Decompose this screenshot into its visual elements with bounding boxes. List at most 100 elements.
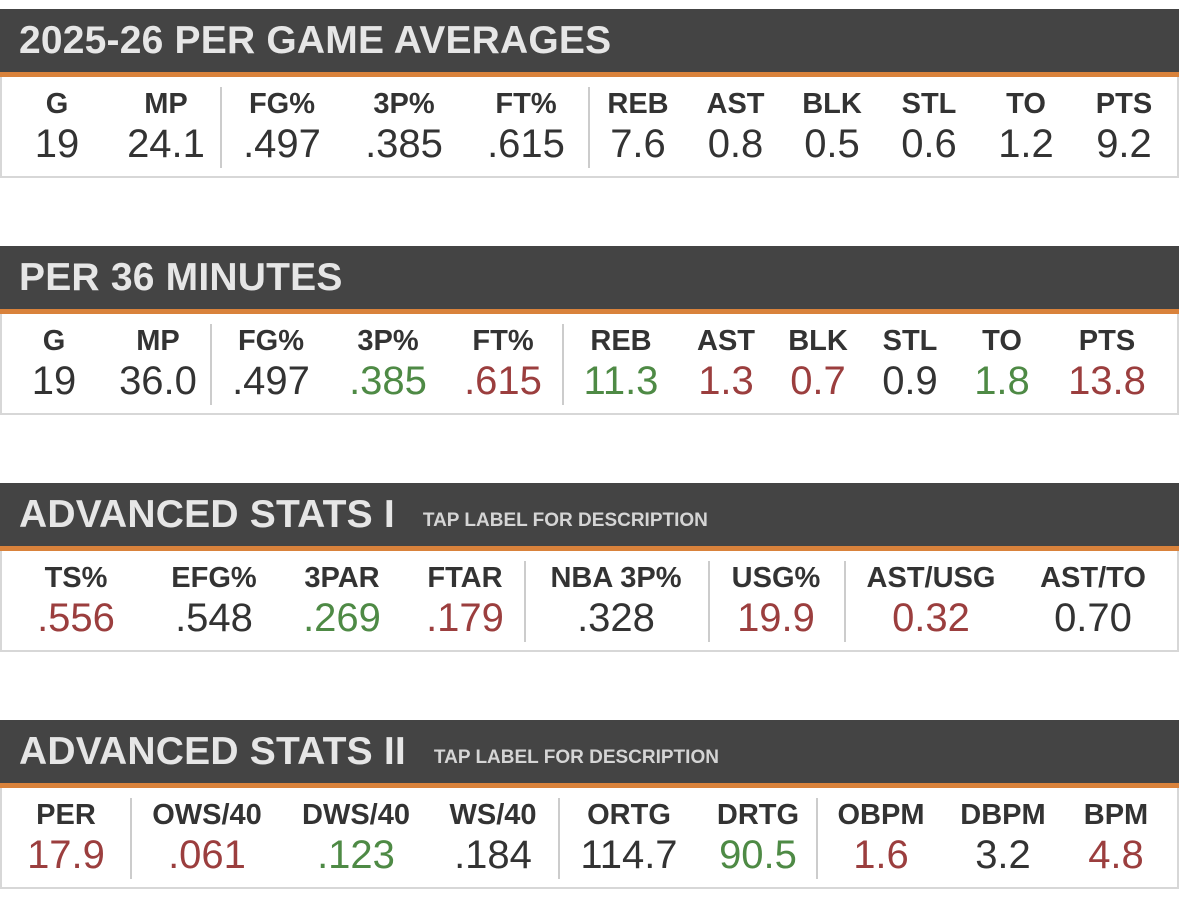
stat-group-games: G 19 MP 36.0 [2, 314, 210, 413]
stat-label[interactable]: STL [882, 324, 938, 357]
stat-label[interactable]: AST [706, 87, 765, 120]
stat-label[interactable]: ORTG [587, 798, 671, 831]
stat-value: .497 [243, 121, 321, 166]
stat-label[interactable]: 3PAR [304, 561, 380, 594]
stat-label[interactable]: PER [36, 798, 96, 831]
stat-cell-reb: REB 7.6 [588, 77, 688, 176]
stat-group-win-shares: OWS/40 .061 DWS/40 .123 WS/40 .184 [130, 788, 558, 887]
stat-label[interactable]: EFG% [171, 561, 257, 594]
stat-cell-fg-pct: FG% .497 [210, 314, 332, 413]
stat-cell-drtg: DRTG 90.5 [700, 788, 816, 887]
stat-label[interactable]: BLK [802, 87, 862, 120]
stat-value: .385 [365, 121, 443, 166]
section-advanced-2: ADVANCED STATS II TAP LABEL FOR DESCRIPT… [0, 720, 1179, 889]
stat-label[interactable]: FT% [495, 87, 557, 120]
stat-group-playmaking: AST/USG 0.32 AST/TO 0.70 [844, 551, 1168, 650]
stat-label[interactable]: 3P% [357, 324, 419, 357]
stat-label[interactable]: 3P% [373, 87, 435, 120]
stat-label[interactable]: BLK [788, 324, 848, 357]
stat-value: 1.2 [998, 121, 1054, 166]
stat-value: 24.1 [127, 121, 205, 166]
section-title: PER 36 MINUTES [19, 255, 343, 299]
stat-cell-per: PER 17.9 [2, 788, 130, 887]
stat-value: .548 [175, 595, 253, 640]
section-header: PER 36 MINUTES [0, 246, 1179, 314]
stat-label[interactable]: FG% [237, 324, 305, 357]
stat-value: 1.8 [974, 358, 1030, 403]
stat-label[interactable]: DBPM [960, 798, 1046, 831]
stat-value: 114.7 [580, 832, 678, 877]
stat-cell-dbpm: DBPM 3.2 [946, 788, 1060, 887]
stat-cell-usg-pct: USG% 19.9 [708, 551, 844, 650]
stat-cell-stl: STL 0.9 [864, 314, 956, 413]
stats-panel: G 19 MP 36.0 FG% .497 3P% .385 FT% .615 [0, 314, 1179, 415]
stat-group-shooting: FG% .497 3P% .385 FT% .615 [220, 77, 588, 176]
stat-label[interactable]: MP [144, 87, 188, 120]
stats-panel: TS% .556 EFG% .548 3PAR .269 FTAR .179 N… [0, 551, 1179, 652]
stat-cell-g: G 19 [2, 314, 106, 413]
stat-value: 17.9 [27, 832, 105, 877]
stat-group-counting: REB 7.6 AST 0.8 BLK 0.5 STL 0.6 TO 1.2 P… [588, 77, 1173, 176]
stat-cell-stl: STL 0.6 [881, 77, 977, 176]
stat-label[interactable]: REB [590, 324, 652, 357]
stat-label[interactable]: MP [136, 324, 180, 357]
stat-cell-ast-usg: AST/USG 0.32 [844, 551, 1018, 650]
stat-group-shooting: FG% .497 3P% .385 FT% .615 [210, 314, 562, 413]
section-per-game: 2025-26 PER GAME AVERAGES G 19 MP 24.1 F… [0, 9, 1179, 178]
stat-value: 0.70 [1054, 595, 1132, 640]
stat-label[interactable]: FT% [472, 324, 534, 357]
stat-value: 4.8 [1088, 832, 1144, 877]
stat-label[interactable]: OWS/40 [152, 798, 262, 831]
stat-label[interactable]: AST/USG [866, 561, 996, 594]
stat-group-per: PER 17.9 [2, 788, 130, 887]
stat-label[interactable]: PTS [1095, 87, 1153, 120]
stat-label[interactable]: AST [697, 324, 755, 357]
stat-label[interactable]: BPM [1083, 798, 1149, 831]
stat-cell-bpm: BPM 4.8 [1060, 788, 1172, 887]
section-subtitle: TAP LABEL FOR DESCRIPTION [422, 509, 708, 531]
stats-panel: PER 17.9 OWS/40 .061 DWS/40 .123 WS/40 .… [0, 788, 1179, 889]
stat-value: 11.3 [583, 358, 659, 403]
stat-value: .615 [487, 121, 565, 166]
stat-label[interactable]: AST/TO [1040, 561, 1146, 594]
stat-label[interactable]: STL [901, 87, 957, 120]
stat-label[interactable]: G [42, 324, 66, 357]
section-title: ADVANCED STATS II [19, 729, 406, 773]
stat-value: 3.2 [975, 832, 1031, 877]
stat-label[interactable]: FG% [248, 87, 316, 120]
stat-label[interactable]: FTAR [427, 561, 503, 594]
stat-value: 0.6 [901, 121, 957, 166]
stat-label[interactable]: USG% [731, 561, 821, 594]
stat-cell-reb: REB 11.3 [562, 314, 680, 413]
stat-label[interactable]: TO [982, 324, 1022, 357]
stat-label[interactable]: G [45, 87, 69, 120]
stat-value: .497 [232, 358, 310, 403]
stat-cell-efg-pct: EFG% .548 [150, 551, 278, 650]
stat-label[interactable]: OBPM [837, 798, 925, 831]
stat-value: 0.5 [804, 121, 860, 166]
stat-label[interactable]: WS/40 [449, 798, 537, 831]
stat-value: .269 [303, 595, 381, 640]
section-per-36: PER 36 MINUTES G 19 MP 36.0 FG% .497 3P%… [0, 246, 1179, 415]
stat-label[interactable]: PTS [1078, 324, 1136, 357]
stat-cell-pts: PTS 9.2 [1075, 77, 1173, 176]
stat-cell-to: TO 1.8 [956, 314, 1048, 413]
stat-cell-pts: PTS 13.8 [1048, 314, 1166, 413]
stat-label[interactable]: REB [607, 87, 669, 120]
stat-value: .179 [426, 595, 504, 640]
stat-value: 0.7 [790, 358, 846, 403]
stat-value: .385 [349, 358, 427, 403]
stat-label[interactable]: TS% [44, 561, 108, 594]
stat-cell-ows-40: OWS/40 .061 [130, 788, 284, 887]
stat-group-box-plus-minus: OBPM 1.6 DBPM 3.2 BPM 4.8 [816, 788, 1172, 887]
stat-value: 19 [34, 121, 80, 166]
stat-label[interactable]: DRTG [716, 798, 800, 831]
stat-cell-obpm: OBPM 1.6 [816, 788, 946, 887]
stat-label[interactable]: NBA 3P% [550, 561, 682, 594]
stat-value: 90.5 [719, 832, 797, 877]
stat-cell-blk: BLK 0.7 [772, 314, 864, 413]
stat-label[interactable]: TO [1006, 87, 1046, 120]
stat-label[interactable]: DWS/40 [302, 798, 410, 831]
stat-cell-mp: MP 36.0 [106, 314, 210, 413]
stat-cell-to: TO 1.2 [977, 77, 1075, 176]
